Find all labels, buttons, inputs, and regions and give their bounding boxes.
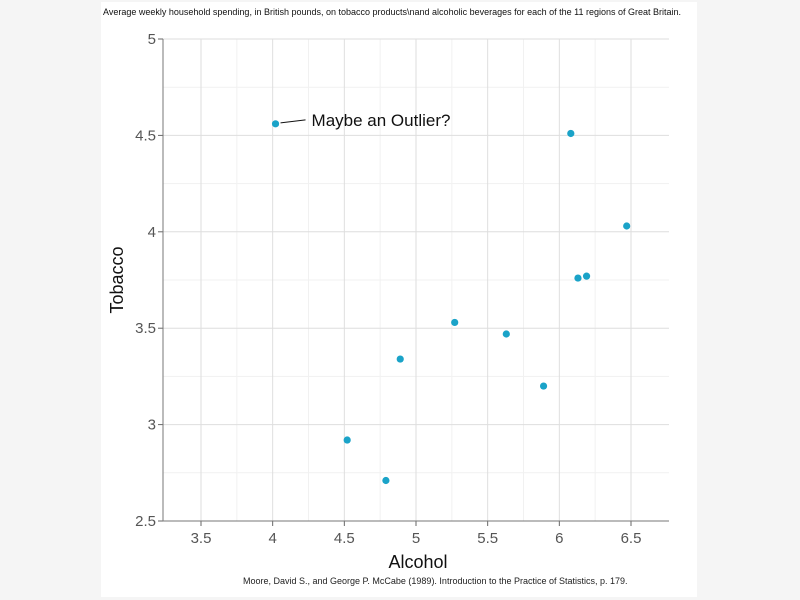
x-tick-label: 6 (555, 530, 563, 547)
chart-card (101, 2, 697, 597)
x-tick-label: 6.5 (621, 530, 642, 547)
source-note: Moore, David S., and George P. McCabe (1… (243, 576, 628, 586)
data-point (451, 318, 459, 327)
y-tick-label: 2.5 (135, 513, 156, 530)
data-point (502, 330, 510, 338)
annotation-label: Maybe an Outlier? (312, 111, 451, 130)
data-point (623, 222, 631, 230)
x-tick-label: 4.5 (334, 530, 355, 547)
x-tick-label: 4 (268, 530, 276, 547)
data-point (396, 355, 404, 363)
data-point (582, 272, 591, 280)
annotation-leader-line (280, 119, 306, 124)
y-tick-label: 4 (148, 224, 156, 241)
x-tick-label: 5 (412, 530, 420, 547)
data-point (574, 274, 582, 282)
data-point (539, 382, 548, 390)
y-axis-title: Tobacco (107, 246, 127, 313)
x-tick-label: 3.5 (191, 530, 212, 547)
y-tick-label: 3 (148, 417, 156, 434)
y-tick-label: 5 (148, 31, 156, 48)
data-point (567, 129, 575, 138)
data-point (382, 476, 390, 485)
x-axis-title: Alcohol (388, 552, 447, 572)
y-tick-label: 4.5 (135, 127, 156, 144)
chart-title: Average weekly household spending, in Br… (103, 7, 682, 17)
x-tick-label: 5.5 (477, 530, 498, 547)
y-tick-label: 3.5 (135, 320, 156, 337)
data-point (271, 120, 280, 128)
data-point (343, 436, 351, 444)
